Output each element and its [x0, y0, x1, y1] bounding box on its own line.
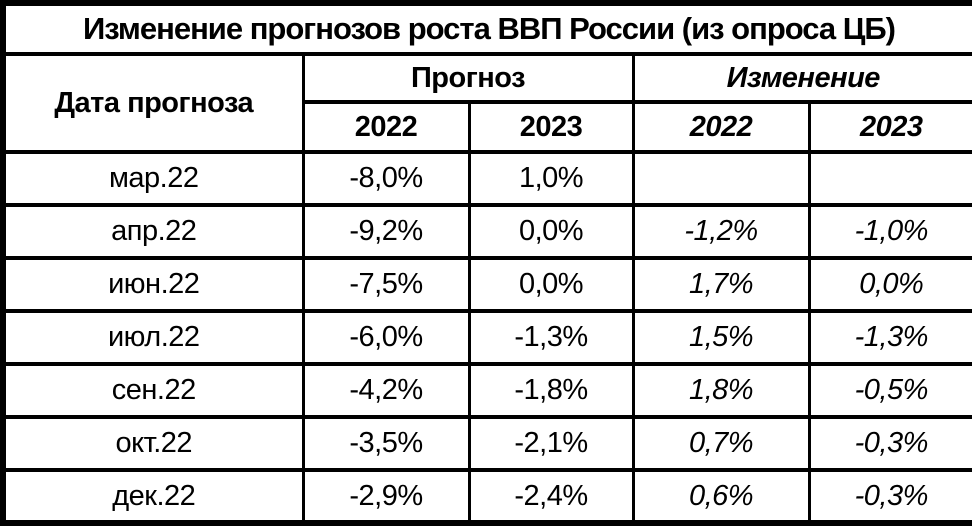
year-header-forecast-2022: 2022 [301, 100, 471, 154]
cell-change-2022: 1,5% [631, 309, 811, 366]
cell-forecast-2022: -4,2% [301, 362, 471, 419]
cell-date: дек.22 [1, 468, 305, 525]
cell-forecast-2022: -2,9% [301, 468, 471, 525]
cell-forecast-2023: 0,0% [467, 203, 635, 260]
table-row: июн.22 -7,5% 0,0% 1,7% 0,0% [1, 256, 972, 313]
table-header: Изменение прогнозов роста ВВП России (из… [1, 1, 972, 154]
cell-change-2023 [807, 150, 972, 207]
cell-date: мар.22 [1, 150, 305, 207]
cell-forecast-2022: -9,2% [301, 203, 471, 260]
cell-change-2022: 0,6% [631, 468, 811, 525]
cell-forecast-2022: -3,5% [301, 415, 471, 472]
cell-change-2023: 0,0% [807, 256, 972, 313]
year-header-row: 2022 2023 2022 2023 [3, 100, 972, 154]
year-header-change-2022: 2022 [631, 100, 811, 154]
cell-forecast-2023: 1,0% [467, 150, 635, 207]
table-row: окт.22 -3,5% -2,1% 0,7% -0,3% [1, 415, 972, 472]
cell-forecast-2023: -2,1% [467, 415, 635, 472]
cell-date: окт.22 [1, 415, 305, 472]
cell-forecast-2022: -7,5% [301, 256, 471, 313]
cell-change-2023: -1,3% [807, 309, 972, 366]
cell-forecast-2023: 0,0% [467, 256, 635, 313]
cell-change-2022: 1,8% [631, 362, 811, 419]
cell-date: сен.22 [1, 362, 305, 419]
cell-change-2022: 1,7% [631, 256, 811, 313]
cell-forecast-2022: -6,0% [301, 309, 471, 366]
table-title: Изменение прогнозов роста ВВП России (из… [1, 1, 972, 56]
cell-change-2023: -1,0% [807, 203, 972, 260]
group-header-row: Дата прогноза Прогноз Изменение [1, 52, 972, 154]
col-header-date: Дата прогноза [1, 52, 305, 154]
cell-forecast-2023: -1,3% [467, 309, 635, 366]
group-header-change: Изменение [631, 52, 972, 104]
table-row: июл.22 -6,0% -1,3% 1,5% -1,3% [1, 309, 972, 366]
cell-change-2023: -0,5% [807, 362, 972, 419]
year-header-forecast-2023: 2023 [467, 100, 635, 154]
cell-change-2022: 0,7% [631, 415, 811, 472]
table-row: апр.22 -9,2% 0,0% -1,2% -1,0% [1, 203, 972, 260]
cell-date: июл.22 [1, 309, 305, 366]
table-body: мар.22 -8,0% 1,0% апр.22 -9,2% 0,0% -1,2… [1, 150, 972, 525]
table-row: сен.22 -4,2% -1,8% 1,8% -0,5% [1, 362, 972, 419]
year-header-change-2023: 2023 [807, 100, 972, 154]
cell-forecast-2022: -8,0% [301, 150, 471, 207]
table-row: мар.22 -8,0% 1,0% [1, 150, 972, 207]
cell-date: апр.22 [1, 203, 305, 260]
cell-change-2022: -1,2% [631, 203, 811, 260]
cell-change-2023: -0,3% [807, 468, 972, 525]
cell-change-2023: -0,3% [807, 415, 972, 472]
cell-forecast-2023: -2,4% [467, 468, 635, 525]
cell-date: июн.22 [1, 256, 305, 313]
group-header-forecast: Прогноз [301, 52, 635, 104]
table-row: дек.22 -2,9% -2,4% 0,6% -0,3% [1, 468, 972, 525]
cell-change-2022 [631, 150, 811, 207]
cell-forecast-2023: -1,8% [467, 362, 635, 419]
title-row: Изменение прогнозов роста ВВП России (из… [1, 1, 972, 56]
